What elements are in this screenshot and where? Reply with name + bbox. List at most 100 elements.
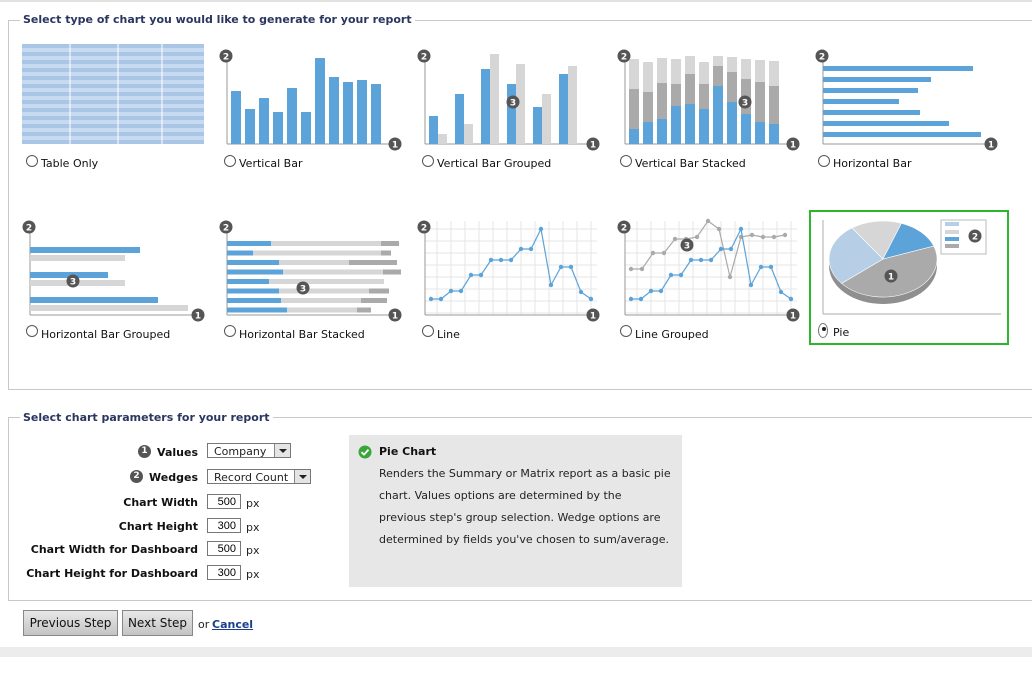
radio-line[interactable] [422,325,434,337]
marker-label: 3 [300,285,306,295]
pie-legend-swatch [945,230,959,234]
wedges-label: Wedges [149,471,198,484]
thumb-vertical-bar-stacked[interactable]: 2 3 1 [617,44,802,154]
bar-segment [227,269,283,275]
marker-label: 2 [621,224,627,234]
params-fieldset [8,417,1032,601]
radio-horizontal-bar[interactable] [818,155,830,167]
bar-segment [349,260,397,265]
wedges-select-value: Record Count [214,471,289,484]
table-stripe [22,88,204,92]
line-point [548,282,554,288]
marker-icon [388,308,402,322]
marker-icon [586,308,600,322]
table-stripe [22,56,204,60]
radio-vertical-bar[interactable] [224,155,236,167]
radio-horizontal-bar-stacked[interactable] [224,325,236,337]
radio-table-only[interactable] [26,155,38,167]
dashboard-height-input[interactable] [207,565,241,580]
marker-icon [815,49,829,63]
bar-segment [279,260,349,265]
marker-icon [417,220,431,234]
bar-segment [699,62,709,84]
bar [481,69,490,144]
bar-segment [643,62,653,92]
dashboard-width-input[interactable] [207,541,241,556]
top-rule [0,0,1032,2]
next-step-button[interactable]: Next Step [122,610,193,636]
bar-segment [657,119,667,144]
pie-legend-swatch [945,244,959,248]
bar [559,74,568,144]
thumb-line-grouped[interactable]: 2 3 1 [617,215,802,325]
line-grouped-preview: 2 3 1 [617,218,800,322]
info-title: Pie Chart [379,445,437,458]
bar-segment [727,57,737,72]
line-point [758,264,764,270]
label-vertical-bar-grouped: Vertical Bar Grouped [437,157,552,170]
marker-icon [417,49,431,63]
horizontal-bar-grouped-preview: 2 3 1 [22,220,205,322]
thumb-horizontal-bar-stacked[interactable]: 2 3 1 [219,215,404,325]
bar-segment [657,58,667,83]
bar [287,88,297,144]
line-point [478,272,484,278]
bar-segment [227,298,281,303]
line-point [738,226,744,232]
bar [30,247,140,253]
info-description: Renders the Summary or Matrix report as … [379,467,671,546]
line-point [782,232,788,238]
bar-segment [741,59,751,79]
marker-label: 2 [819,53,825,63]
marker-icon [738,95,752,109]
bar-segment [685,56,695,74]
line-point [760,234,766,240]
radio-pie[interactable] [818,323,828,338]
bar-segment [629,89,639,129]
dropdown-arrow-icon [274,444,290,457]
info-box: Pie Chart Renders the Summary or Matrix … [349,435,682,587]
radio-vertical-bar-stacked[interactable] [620,155,632,167]
thumb-horizontal-bar-grouped[interactable]: 2 3 1 [22,215,207,325]
previous-step-button[interactable]: Previous Step [23,610,118,636]
chart-height-input[interactable] [207,518,241,533]
values-select[interactable]: Company [207,443,291,458]
line-point [488,257,494,263]
bar [464,124,473,144]
wedges-select[interactable]: Record Count [207,469,311,484]
bar-segment [769,86,779,124]
radio-line-grouped[interactable] [620,325,632,337]
pie-preview: 12 [822,219,1001,315]
bar-segment [671,84,681,106]
chart-width-input[interactable] [207,494,241,509]
radio-horizontal-bar-grouped[interactable] [26,325,38,337]
cancel-link[interactable]: Cancel [212,618,254,631]
bar-segment [629,129,639,144]
bar-segment [369,288,389,294]
thumb-vertical-bar-grouped[interactable]: 2 3 1 [417,44,602,154]
bar [823,121,949,126]
marker-label: 1 [590,141,596,151]
bar [30,305,188,311]
radio-vertical-bar-grouped[interactable] [422,155,434,167]
marker-icon [219,220,233,234]
bar [823,66,973,71]
label-horizontal-bar-grouped: Horizontal Bar Grouped [41,328,171,341]
bar-segment [755,82,765,122]
vertical-bar-preview: 21 [219,49,402,151]
pie-slice [882,222,935,260]
bar-segment [271,241,381,246]
bar [329,77,339,144]
line-point [508,257,514,263]
thumb-table-only[interactable] [22,44,207,154]
line-point [648,288,654,294]
line-preview: 21 [417,220,600,322]
label-horizontal-bar-stacked: Horizontal Bar Stacked [239,328,365,341]
wedges-number-bullet-icon: 2 [130,470,143,483]
marker-label: 2 [421,53,427,63]
marker-label: 3 [70,278,76,288]
